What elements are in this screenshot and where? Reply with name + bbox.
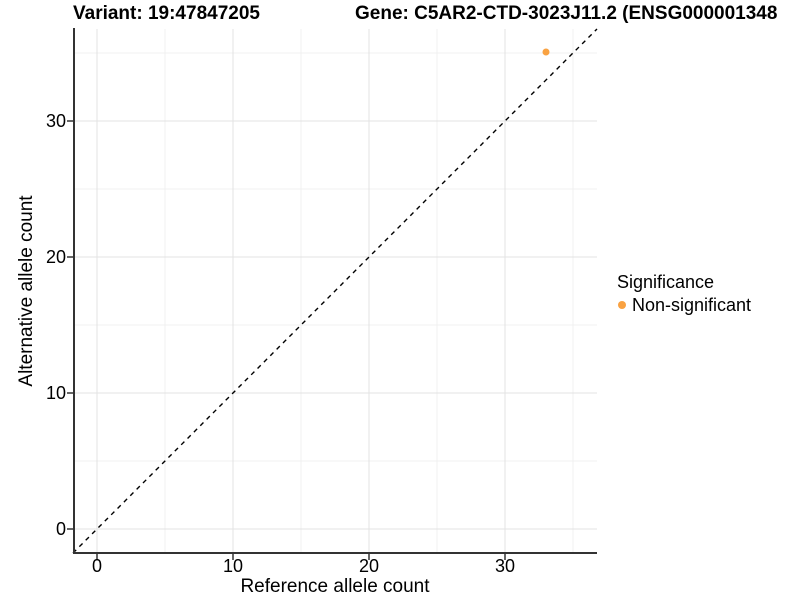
x-tick-label-20: 20 (358, 556, 380, 576)
major-gridlines (73, 29, 597, 553)
y-tick-label-30: 30 (45, 111, 66, 131)
identity-dashed-line (72, 28, 598, 554)
data-point (542, 48, 550, 56)
x-axis-title: Reference allele count (240, 576, 430, 597)
legend-item-non-significant: Non-significant (617, 295, 751, 315)
x-tick-label-0: 0 (91, 556, 102, 576)
legend-point-icon (618, 301, 626, 309)
plot-title-gene: Gene: C5AR2-CTD-3023J11.2 (ENSG000001348 (355, 3, 778, 24)
legend: Significance Non-significant (617, 271, 751, 315)
x-tick-label-10: 10 (222, 556, 244, 576)
legend-item-label: Non-significant (632, 295, 752, 315)
axis-tick-marks (67, 120, 506, 560)
y-axis-title: Alternative allele count (16, 195, 37, 387)
x-tick-label-30: 30 (494, 556, 516, 576)
legend-title: Significance (617, 272, 715, 292)
y-tick-label-0: 0 (55, 519, 66, 539)
axis-lines (73, 28, 597, 554)
y-tick-label-20: 20 (45, 247, 66, 267)
y-tick-label-10: 10 (45, 383, 66, 403)
minor-gridlines (73, 29, 597, 553)
plot-title-variant: Variant: 19:47847205 (73, 3, 260, 24)
